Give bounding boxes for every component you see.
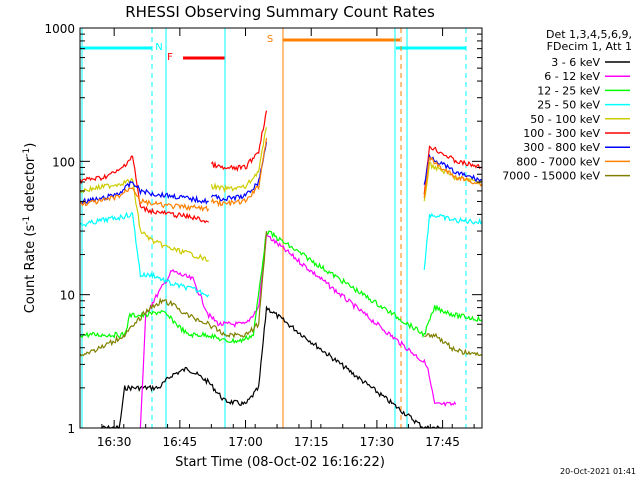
x-tick-label: 17:00 bbox=[228, 435, 263, 449]
series-line bbox=[423, 156, 483, 199]
series-line bbox=[210, 110, 268, 173]
legend-header: FDecim 1, Att 1 bbox=[547, 40, 632, 53]
y-tick-label: 10 bbox=[60, 289, 75, 303]
series-line bbox=[79, 211, 210, 298]
legend-label: 100 - 300 keV bbox=[523, 127, 600, 140]
footer-timestamp: 20-Oct-2021 01:41 bbox=[560, 467, 636, 476]
legend-label: 12 - 25 keV bbox=[537, 84, 600, 97]
series-line bbox=[210, 137, 268, 208]
series-line bbox=[423, 145, 482, 195]
y-axis-label: Count Rate (s-1 detector-1) bbox=[22, 143, 38, 314]
series-line bbox=[423, 212, 483, 270]
legend-label: 50 - 100 keV bbox=[530, 113, 600, 126]
series-line bbox=[210, 127, 268, 194]
legend-header: Det 1,3,4,5,6,9, bbox=[546, 28, 632, 41]
series-line bbox=[79, 180, 209, 205]
legend-label: 7000 - 15000 keV bbox=[502, 170, 600, 183]
y-tick-label: 1000 bbox=[44, 22, 75, 36]
bands-layer: NF S bbox=[80, 28, 467, 428]
series-line bbox=[210, 141, 268, 202]
series-line bbox=[139, 232, 457, 429]
series-line bbox=[424, 332, 483, 357]
y-tick-label: 100 bbox=[52, 155, 75, 169]
legend-label: 6 - 12 keV bbox=[544, 70, 600, 83]
plot-frame bbox=[79, 27, 483, 429]
series-layer bbox=[79, 110, 483, 430]
x-tick-label: 16:30 bbox=[97, 435, 132, 449]
flag-label: N bbox=[155, 42, 162, 53]
flag-label: S bbox=[267, 34, 273, 45]
x-axis: 16:30 16:45 17:00 17:15 17:30 17:45 bbox=[79, 28, 475, 449]
series-line bbox=[423, 153, 483, 185]
series-line bbox=[79, 177, 209, 262]
legend-label: 25 - 50 keV bbox=[537, 99, 600, 112]
series-line bbox=[79, 230, 483, 345]
legend-label: 800 - 7000 keV bbox=[516, 155, 600, 168]
series-line bbox=[79, 231, 268, 357]
legend: Det 1,3,4,5,6,9,FDecim 1, Att 1 3 - 6 keV… bbox=[502, 28, 632, 183]
x-tick-label: 17:15 bbox=[294, 435, 329, 449]
series-line bbox=[423, 161, 483, 202]
series-line bbox=[79, 155, 209, 224]
legend-label: 300 - 800 keV bbox=[523, 141, 600, 154]
series-line bbox=[79, 186, 210, 213]
flag-label: F bbox=[167, 52, 173, 63]
x-axis-label: Start Time (08-Oct-02 16:16:22) bbox=[175, 455, 385, 470]
y-axis: 1 10 100 1000 bbox=[44, 22, 482, 436]
series-line bbox=[101, 305, 443, 430]
legend-label: 3 - 6 keV bbox=[551, 56, 600, 69]
x-tick-label: 16:45 bbox=[163, 435, 198, 449]
x-tick-label: 17:45 bbox=[425, 435, 460, 449]
y-tick-label: 1 bbox=[67, 422, 75, 436]
x-tick-label: 17:30 bbox=[360, 435, 395, 449]
chart-title: RHESSI Observing Summary Count Rates bbox=[125, 3, 435, 21]
